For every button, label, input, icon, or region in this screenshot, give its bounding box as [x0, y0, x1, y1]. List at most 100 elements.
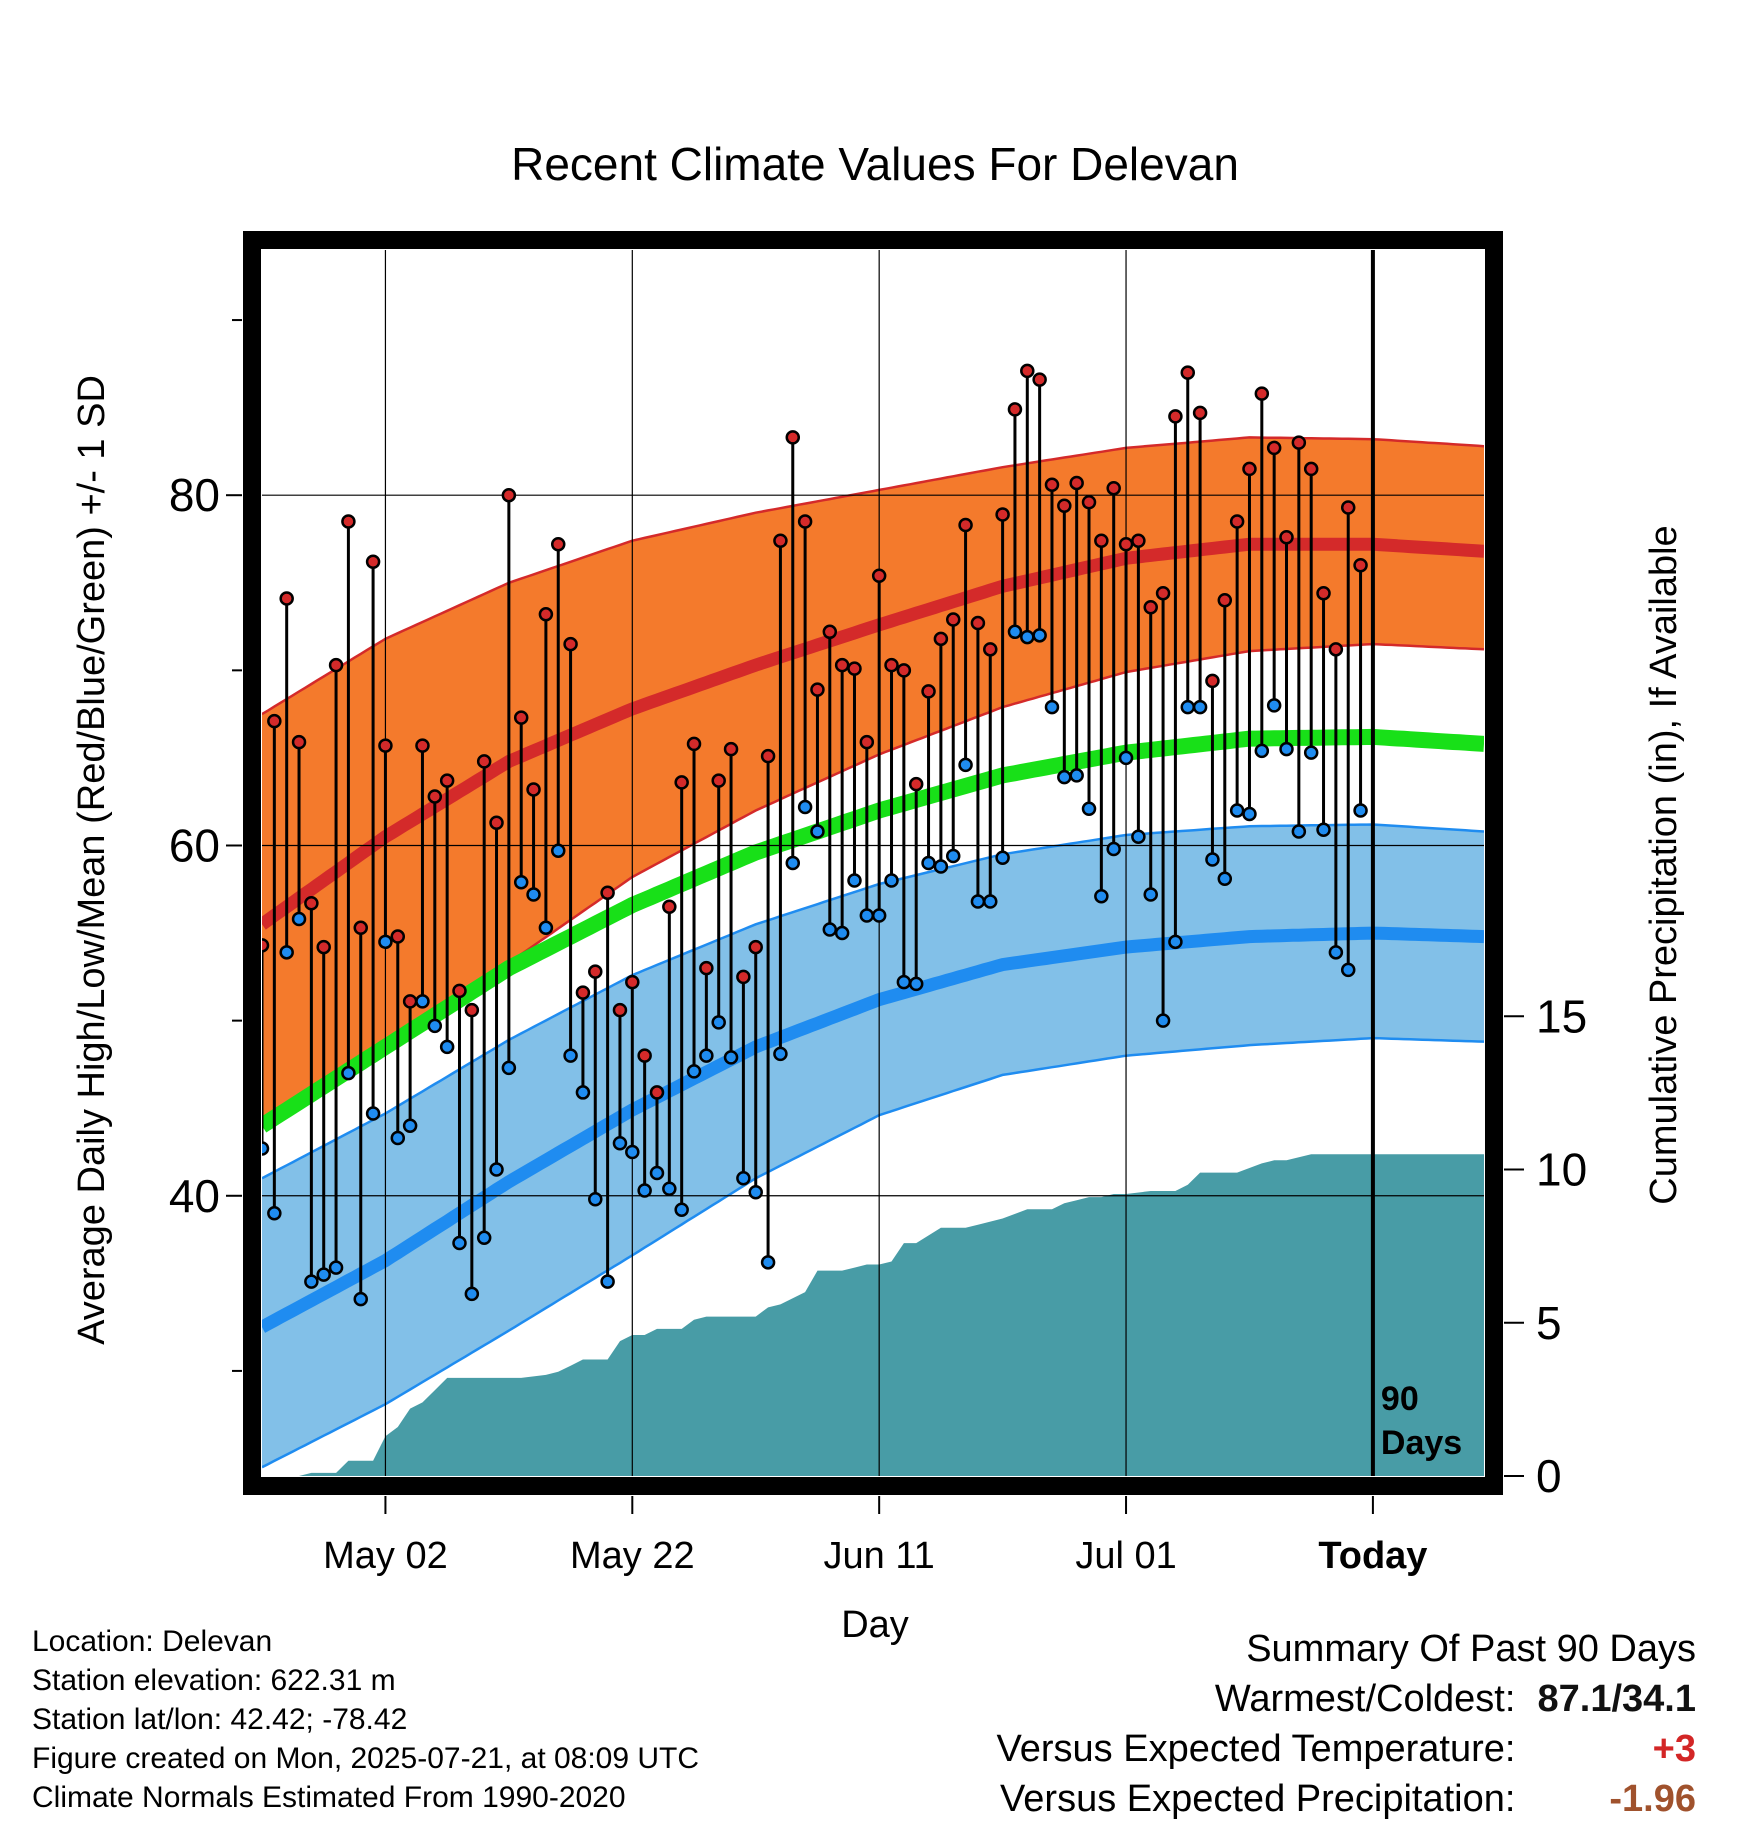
daily-low-point: [785, 855, 801, 871]
daily-high-point: [588, 964, 603, 979]
daily-low-point: [1303, 745, 1319, 760]
daily-low-point: [970, 894, 986, 909]
daily-high-point: [859, 734, 875, 750]
y-tick-label: 40: [169, 1170, 220, 1222]
daily-high-point: [341, 514, 356, 529]
plot-content: 90 Days: [262, 250, 1484, 1476]
daily-low-point: [353, 1291, 368, 1307]
created-text: Figure created on Mon, 2025-07-21, at 08…: [32, 1742, 700, 1775]
daily-high-point: [526, 782, 541, 797]
daily-high-point: [871, 568, 887, 584]
daily-low-point: [575, 1085, 591, 1100]
low-upper-line: [262, 823, 1484, 1180]
daily-low-point: [365, 1106, 381, 1121]
high-upper-line: [262, 436, 1484, 716]
daily-high-point: [353, 920, 368, 936]
today-marker-days-number: 90: [1381, 1380, 1419, 1418]
daily-high-point: [1020, 363, 1035, 379]
daily-low-point: [797, 799, 813, 815]
daily-high-point: [1057, 498, 1072, 513]
daily-high-point: [1242, 461, 1257, 477]
daily-low-point: [625, 1144, 640, 1160]
daily-low-point: [262, 1141, 270, 1156]
daily-high-point: [699, 960, 714, 976]
low-normal-line: [262, 926, 1484, 1333]
daily-low-point: [674, 1202, 689, 1218]
daily-low-point: [1205, 852, 1220, 867]
daily-high-point: [476, 754, 492, 769]
daily-low-point: [588, 1192, 603, 1207]
daily-high-point: [1205, 673, 1220, 689]
daily-low-point: [1340, 962, 1356, 978]
daily-low-point: [600, 1274, 615, 1289]
daily-low-point: [1242, 806, 1257, 822]
x-tick-label: May 22: [570, 1535, 695, 1577]
warmest-coldest-label: Warmest/Coldest:: [1214, 1678, 1516, 1720]
daily-high-point: [674, 775, 689, 790]
daily-high-point: [267, 713, 282, 729]
daily-low-point: [267, 1206, 282, 1221]
daily-high-point: [328, 657, 344, 673]
daily-high-point: [810, 682, 825, 697]
x-axis-label: Day: [841, 1604, 909, 1646]
daily-high-point: [945, 612, 961, 627]
daily-low-point: [489, 1162, 504, 1177]
daily-high-point: [1279, 529, 1294, 545]
daily-low-point: [538, 920, 554, 936]
daily-high-point: [834, 657, 850, 673]
daily-low-point: [550, 843, 566, 858]
high-sd-band: [262, 437, 1484, 1126]
daily-low-point: [1057, 769, 1072, 785]
daily-high-point: [550, 536, 566, 552]
daily-low-point: [1168, 934, 1183, 950]
daily-low-point: [1316, 822, 1331, 837]
daily-low-point: [884, 873, 899, 888]
daily-high-point: [637, 1048, 652, 1063]
daily-low-point: [1217, 871, 1233, 887]
daily-high-point: [427, 789, 443, 804]
daily-high-point: [612, 1002, 628, 1018]
daily-high-point: [995, 507, 1010, 522]
daily-low-point: [1069, 768, 1084, 783]
daily-high-point: [896, 663, 912, 678]
daily-low-point: [760, 1255, 776, 1270]
daily-high-point: [1044, 477, 1060, 492]
daily-high-point: [1328, 642, 1344, 657]
daily-high-point: [970, 615, 986, 631]
daily-low-point: [1353, 803, 1368, 818]
daily-high-point: [262, 938, 270, 953]
daily-high-point: [649, 1085, 665, 1100]
daily-high-point: [489, 815, 504, 830]
daily-low-point: [291, 911, 307, 927]
daily-high-point: [1353, 558, 1368, 573]
y2-tick-label: 15: [1536, 990, 1587, 1042]
daily-high-point: [908, 776, 924, 792]
location-text: Location: Delevan: [32, 1625, 273, 1658]
daily-high-point: [501, 487, 517, 503]
daily-high-point: [983, 642, 998, 657]
y2-axis-label: Cumulative Precipitation (in), If Availa…: [1643, 525, 1685, 1204]
daily-low-point: [390, 1130, 406, 1146]
daily-low-point: [748, 1185, 763, 1200]
daily-low-point: [958, 757, 973, 773]
y-tick-label: 60: [169, 819, 220, 871]
daily-high-point: [1291, 435, 1307, 450]
daily-high-point: [1340, 500, 1356, 515]
daily-low-point: [476, 1230, 492, 1246]
daily-high-point: [1069, 475, 1084, 491]
daily-high-point: [1155, 586, 1171, 601]
daily-low-point: [723, 1050, 739, 1065]
daily-low-point: [1192, 699, 1208, 715]
daily-low-point: [1020, 629, 1035, 645]
y2-tick-label: 10: [1536, 1144, 1587, 1196]
daily-high-point: [316, 939, 331, 955]
daily-low-point: [662, 1181, 677, 1197]
daily-low-point: [773, 1046, 788, 1062]
daily-low-point: [995, 850, 1010, 865]
precip-vs-expected-label: Versus Expected Precipitation:: [1000, 1778, 1516, 1820]
precip-vs-expected-value: -1.96: [1609, 1778, 1696, 1820]
daily-low-point: [649, 1165, 665, 1181]
daily-high-point: [822, 624, 838, 640]
daily-high-point: [1143, 600, 1158, 615]
